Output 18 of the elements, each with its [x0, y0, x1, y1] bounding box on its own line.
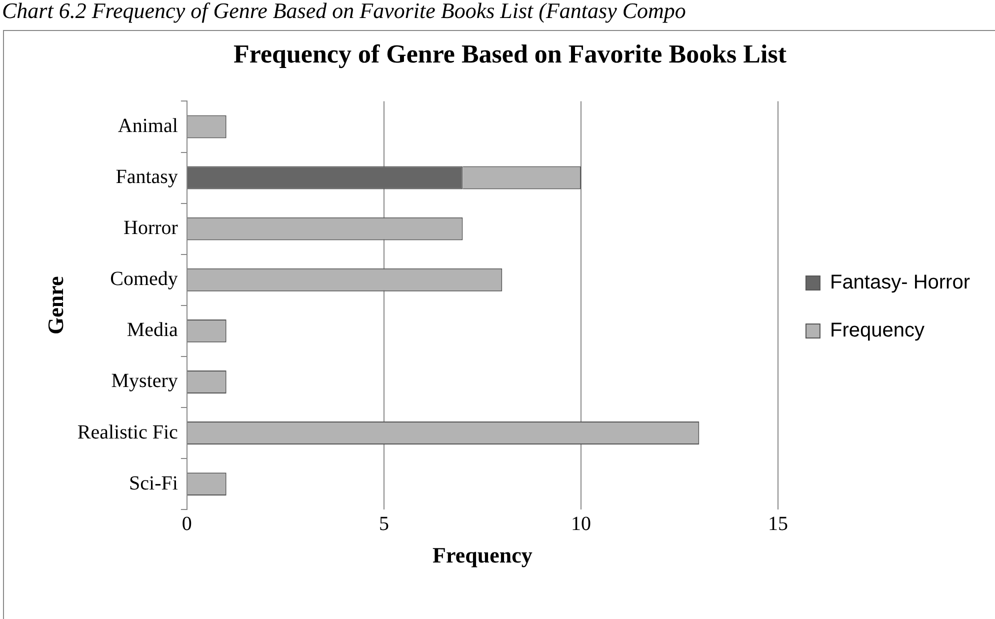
y-tick-label: Mystery [111, 370, 178, 392]
y-tick-label: Media [126, 319, 178, 342]
y-tick-label: Comedy [110, 268, 178, 290]
legend-label: Fantasy- Horror [830, 272, 970, 294]
x-tick-label: 15 [768, 512, 788, 535]
y-tick-label: Sci-Fi [129, 472, 178, 494]
chart-title: Frequency of Genre Based on Favorite Books List [234, 39, 787, 68]
caption: Chart 6.2 Frequency of Genre Based on Favorite Books List (Fantasy Compo [2, 0, 686, 24]
x-tick-label: 0 [182, 512, 192, 535]
y-axis-title: Genre [42, 276, 68, 335]
x-tick-label: 10 [570, 512, 591, 535]
y-tick-label: Animal [118, 114, 178, 137]
legend-label: Frequency [830, 320, 924, 342]
y-tick-label: Horror [124, 217, 178, 240]
x-axis-title: Frequency [432, 542, 532, 568]
y-tick-label: Fantasy [116, 166, 178, 188]
y-tick-label: Realistic Fic [77, 421, 178, 444]
x-tick-label: 5 [378, 512, 389, 535]
